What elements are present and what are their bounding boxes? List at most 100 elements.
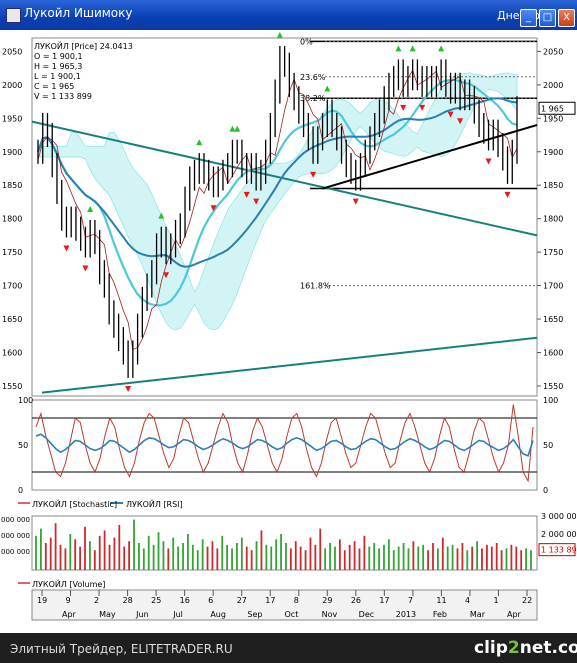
stochastic-legend: ЛУКОЙЛ [Stochastic] bbox=[32, 498, 117, 509]
chart-area[interactable]: 0% 23.6% 38.2% 161.8% 1 965 1 133 89 1550 155… bbox=[0, 30, 577, 633]
sell-signal-marker bbox=[457, 118, 464, 125]
sell-signal-marker bbox=[447, 111, 454, 118]
fibonacci-level-label: 161.8% bbox=[300, 282, 331, 291]
time-axis-day-label: 7 bbox=[408, 596, 413, 605]
footer-bar: Элитный Трейдер, ELITETRADER.RU clip2net… bbox=[0, 633, 577, 663]
short-term-trendline bbox=[322, 124, 538, 190]
footer-caption: Элитный Трейдер, ELITETRADER.RU bbox=[10, 642, 233, 656]
sell-signal-marker bbox=[210, 205, 217, 212]
logo-part-tail: net.com bbox=[519, 638, 577, 658]
buy-signal-marker bbox=[276, 32, 283, 38]
time-axis-day-label: 17 bbox=[379, 596, 389, 605]
osc-tick-label-left: 50 bbox=[18, 441, 28, 450]
time-axis-day-label: 17 bbox=[265, 596, 275, 605]
fibonacci-level-label: 23.6% bbox=[300, 73, 326, 82]
time-axis-day-label: 19 bbox=[37, 596, 47, 605]
time-axis-month-label: Mar bbox=[470, 610, 486, 619]
fibonacci-level-label: 38.2% bbox=[300, 94, 326, 103]
price-tick-label-right: 2050 bbox=[543, 47, 563, 56]
time-axis-day-label: 11 bbox=[436, 596, 446, 605]
sell-signal-marker bbox=[163, 272, 170, 279]
buy-signal-marker bbox=[409, 45, 416, 52]
volume-legend: ЛУКОЙЛ [Volume] bbox=[32, 578, 105, 589]
sell-signal-marker bbox=[253, 198, 260, 205]
volume-tick-label-right: 3 000 000 bbox=[541, 512, 577, 521]
price-tick-label-right: 1550 bbox=[543, 382, 563, 391]
last-volume-box bbox=[538, 543, 576, 557]
price-tick-label-right: 1850 bbox=[543, 181, 563, 190]
time-axis-day-label: 25 bbox=[151, 596, 161, 605]
clip2net-logo: clip2net.com bbox=[474, 638, 577, 658]
volume-tick-label-left: 000 000 bbox=[1, 548, 30, 556]
ohlc-volume: V = 1 133 899 bbox=[34, 92, 92, 101]
volume-tick-label-left: 000 000 bbox=[1, 532, 30, 540]
price-tick-label-right: 1900 bbox=[543, 148, 563, 157]
volume-tick-label-left: 000 000 bbox=[1, 516, 30, 524]
time-axis-panel bbox=[31, 589, 538, 621]
time-axis-month-label: Apr bbox=[62, 610, 77, 619]
descending-trendline bbox=[31, 120, 538, 237]
buy-signal-marker bbox=[229, 125, 236, 132]
sell-signal-marker bbox=[82, 265, 89, 272]
sell-signal-marker bbox=[63, 245, 70, 252]
time-axis-day-label: 22 bbox=[522, 596, 532, 605]
time-axis-month-label: Apr bbox=[507, 610, 522, 619]
price-tick-label-left: 1650 bbox=[2, 315, 22, 324]
price-tick-label-right: 2000 bbox=[543, 81, 563, 90]
sell-signal-marker bbox=[243, 191, 250, 198]
time-axis-day-label: 28 bbox=[123, 596, 133, 605]
buy-signal-marker bbox=[158, 212, 165, 219]
maximize-button[interactable]: □ bbox=[539, 9, 556, 27]
time-axis-day-label: 1 bbox=[493, 596, 498, 605]
ascending-trendline bbox=[41, 336, 538, 394]
ohlc-open: O = 1 900,1 bbox=[34, 52, 83, 61]
buy-signal-marker bbox=[196, 139, 203, 146]
stochastic-line bbox=[35, 404, 534, 483]
close-button[interactable]: X bbox=[558, 9, 575, 27]
last-volume-label: 1 133 89 bbox=[541, 546, 577, 555]
ichimoku-base-line bbox=[37, 69, 518, 350]
price-tick-label-left: 2050 bbox=[2, 47, 22, 56]
title-bar[interactable]: Лукойл Ишимоку Дневной _ □ X bbox=[0, 0, 577, 30]
time-axis-day-label: 8 bbox=[294, 596, 299, 605]
time-axis-month-label: Jul bbox=[172, 610, 183, 619]
osc-tick-label-right: 0 bbox=[543, 486, 548, 495]
price-tick-label-left: 1700 bbox=[2, 282, 22, 291]
osc-tick-label-right: 50 bbox=[543, 441, 553, 450]
price-tick-label-left: 1750 bbox=[2, 248, 22, 257]
rsi-line bbox=[35, 433, 534, 457]
price-tick-label-right: 1750 bbox=[543, 248, 563, 257]
price-title: ЛУКОЙЛ [Price] 24.0413 bbox=[34, 40, 133, 51]
time-axis-month-label: Jun bbox=[135, 610, 149, 619]
sell-signal-marker bbox=[125, 385, 132, 392]
time-axis-day-label: 29 bbox=[322, 596, 332, 605]
price-tick-label-left: 1550 bbox=[2, 382, 22, 391]
time-axis-day-label: 27 bbox=[237, 596, 247, 605]
price-tick-label-right: 1600 bbox=[543, 349, 563, 358]
buy-signal-marker bbox=[87, 205, 94, 212]
fibonacci-level-label: 0% bbox=[300, 37, 313, 46]
price-tick-label-left: 2000 bbox=[2, 81, 22, 90]
time-axis-day-label: 16 bbox=[180, 596, 190, 605]
time-axis-month-label: Sep bbox=[247, 610, 262, 619]
osc-tick-label-left: 0 bbox=[18, 486, 23, 495]
app-icon bbox=[6, 8, 21, 23]
time-axis-day-label: 2 bbox=[94, 596, 99, 605]
logo-part-two: 2 bbox=[507, 638, 520, 658]
minimize-button[interactable]: _ bbox=[520, 9, 537, 27]
time-axis-month-label: Feb bbox=[433, 610, 447, 619]
price-tick-label-left: 1600 bbox=[2, 349, 22, 358]
osc-tick-label-right: 100 bbox=[543, 396, 558, 405]
ohlc-high: H = 1 965,3 bbox=[34, 62, 82, 71]
time-axis-month-label: 2013 bbox=[396, 610, 416, 619]
ohlc-low: L = 1 900,1 bbox=[34, 72, 81, 81]
price-tick-label-right: 1700 bbox=[543, 282, 563, 291]
time-axis-day-label: 4 bbox=[465, 596, 470, 605]
sell-signal-marker bbox=[310, 171, 317, 178]
moving-average-fast bbox=[36, 78, 518, 307]
window-title: Лукойл Ишимоку bbox=[24, 6, 133, 20]
buy-signal-marker bbox=[234, 125, 241, 132]
sell-signal-marker bbox=[400, 104, 407, 111]
time-axis-month-label: May bbox=[99, 610, 116, 619]
